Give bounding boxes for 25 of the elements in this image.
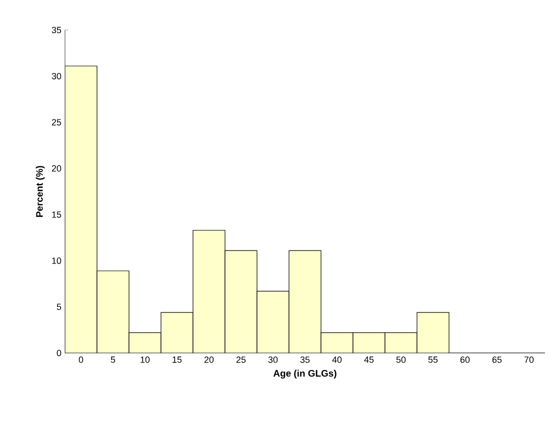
- y-tick-label: 30: [52, 72, 62, 80]
- x-tick-label: 25: [236, 356, 246, 363]
- x-tick-label: 0: [78, 356, 84, 363]
- x-tick-label: 20: [204, 356, 214, 363]
- x-tick-label: 15: [172, 356, 182, 363]
- x-tick-label: 70: [524, 356, 534, 363]
- y-tick-label: 35: [52, 26, 62, 34]
- x-tick-label: 30: [268, 356, 278, 363]
- y-tick-label: 5: [56, 304, 62, 310]
- x-tick-label: 45: [364, 356, 374, 363]
- x-tick-label: 55: [428, 356, 438, 363]
- y-tick-label: 10: [52, 258, 62, 264]
- x-tick-label: 35: [300, 356, 310, 363]
- x-axis-title: Age (in GLGs): [273, 370, 336, 379]
- x-tick-label: 5: [110, 356, 116, 363]
- y-tick-label: 15: [52, 211, 62, 218]
- x-tick-label: 10: [140, 356, 150, 363]
- y-axis-title: Percent (%): [36, 166, 45, 217]
- x-tick-label: 50: [396, 356, 406, 363]
- y-tick-label: 20: [52, 165, 62, 172]
- x-tick-label: 40: [332, 356, 342, 363]
- x-tick-label: 65: [492, 356, 502, 363]
- y-tick-label: 25: [52, 119, 62, 126]
- y-tick-label: 0: [56, 350, 62, 356]
- x-tick-label: 60: [460, 356, 470, 363]
